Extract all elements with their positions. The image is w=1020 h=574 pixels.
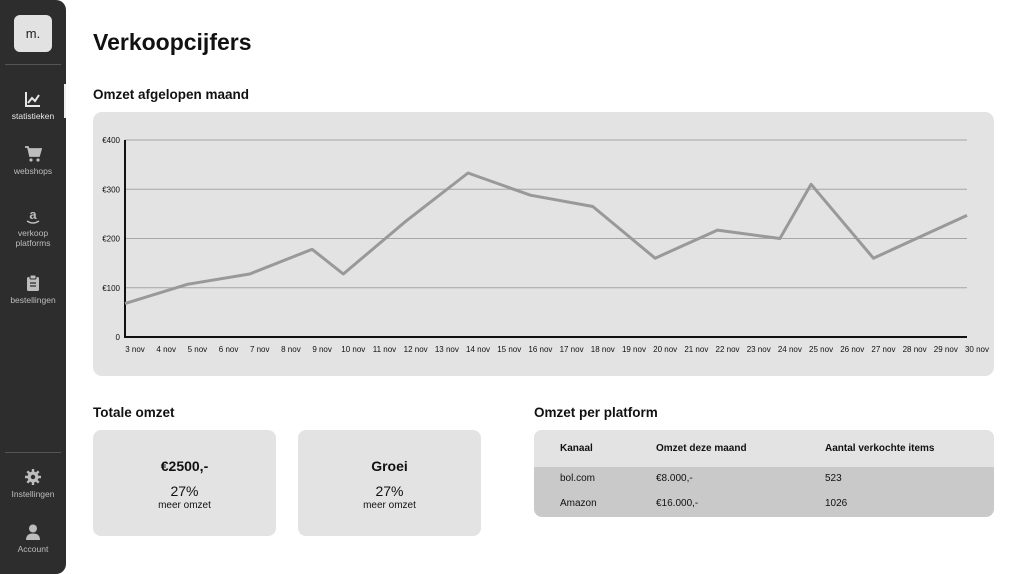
clipboard-icon (27, 274, 39, 291)
platform-table: Kanaal Omzet deze maand Aantal verkochte… (534, 430, 994, 517)
x-tick-label: 13 nov (435, 345, 459, 354)
table-header: Kanaal Omzet deze maand Aantal verkochte… (534, 430, 994, 467)
x-tick-label: 8 nov (281, 345, 301, 354)
x-tick-label: 30 nov (965, 345, 989, 354)
app-logo[interactable]: m. (14, 15, 52, 52)
cart-icon (25, 146, 42, 162)
x-tick-label: 3 nov (125, 345, 145, 354)
x-tick-label: 18 nov (591, 345, 615, 354)
sidebar-item-bestellingen[interactable]: bestellingen (0, 274, 66, 305)
stat-card-title: Groei (371, 458, 408, 474)
cell-items: 1026 (825, 498, 848, 509)
x-tick-label: 10 nov (341, 345, 365, 354)
column-header-omzet: Omzet deze maand (656, 443, 747, 454)
x-tick-label: 15 nov (497, 345, 521, 354)
x-tick-label: 19 nov (622, 345, 646, 354)
sidebar-divider (5, 64, 61, 65)
sidebar: m. statistieken webshops a verkoop platf… (0, 0, 66, 574)
x-tick-label: 5 nov (188, 345, 208, 354)
cell-items: 523 (825, 473, 842, 484)
sidebar-item-account[interactable]: Account (0, 523, 66, 554)
y-tick-label: €200 (102, 235, 120, 244)
active-indicator (64, 84, 66, 118)
platform-section-title: Omzet per platform (534, 405, 658, 420)
x-tick-label: 27 nov (871, 345, 895, 354)
user-icon (26, 524, 40, 540)
y-tick-label: 0 (116, 333, 121, 342)
gear-icon (25, 469, 41, 485)
sidebar-item-statistieken[interactable]: statistieken (0, 90, 66, 121)
x-tick-label: 29 nov (934, 345, 958, 354)
cell-omzet: €16.000,- (656, 498, 699, 509)
sidebar-item-label: Account (17, 544, 49, 554)
totals-section-title: Totale omzet (93, 405, 175, 420)
total-revenue-card: €2500,- 27% meer omzet (93, 430, 276, 536)
x-tick-label: 25 nov (809, 345, 833, 354)
x-tick-label: 17 nov (560, 345, 584, 354)
x-tick-label: 21 nov (684, 345, 708, 354)
x-tick-label: 11 nov (373, 345, 396, 354)
chart-section-title: Omzet afgelopen maand (93, 87, 250, 102)
y-tick-label: €100 (102, 284, 120, 293)
x-tick-label: 26 nov (840, 345, 864, 354)
sidebar-item-webshops[interactable]: webshops (0, 145, 66, 176)
x-tick-label: 20 nov (653, 345, 677, 354)
sidebar-item-verkoop-platforms[interactable]: a verkoop platforms (0, 207, 66, 248)
x-tick-label: 28 nov (903, 345, 927, 354)
revenue-chart-card: 0 €100 €200 €300 €400 3 nov 4 nov 5 nov 6 nov 7 n… (93, 112, 994, 376)
x-tick-label: 12 nov (404, 345, 428, 354)
sidebar-divider (5, 452, 61, 453)
cell-kanaal: bol.com (560, 473, 596, 484)
svg-text:a: a (29, 207, 37, 222)
stat-card-percentage: 27% (375, 483, 404, 499)
stat-card-title: €2500,- (160, 458, 209, 474)
chart-icon (25, 92, 40, 107)
x-tick-label: 14 nov (466, 345, 490, 354)
x-tick-label: 16 nov (528, 345, 552, 354)
sidebar-item-instellingen[interactable]: Instellingen (0, 468, 66, 499)
sidebar-item-label: bestellingen (10, 295, 56, 305)
x-tick-label: 4 nov (156, 345, 176, 354)
y-tick-label: €300 (102, 185, 120, 194)
x-tick-label: 6 nov (219, 345, 239, 354)
x-tick-label: 9 nov (312, 345, 332, 354)
stat-card-percentage: 27% (170, 483, 199, 499)
stat-card-subtitle: meer omzet (158, 500, 211, 511)
sidebar-item-label: webshops (13, 166, 53, 176)
x-tick-label: 24 nov (778, 345, 802, 354)
column-header-items: Aantal verkochte items (825, 443, 935, 454)
x-tick-label: 22 nov (716, 345, 740, 354)
sidebar-item-label: statistieken (11, 111, 55, 121)
x-tick-label: 7 nov (250, 345, 270, 354)
column-header-kanaal: Kanaal (560, 443, 593, 454)
sidebar-item-label: Instellingen (11, 489, 55, 499)
growth-card: Groei 27% meer omzet (298, 430, 481, 536)
revenue-line-chart: 0 €100 €200 €300 €400 3 nov 4 nov 5 nov 6 nov 7 n… (102, 136, 989, 354)
stat-card-subtitle: meer omzet (363, 500, 416, 511)
y-tick-label: €400 (102, 136, 120, 145)
amazon-icon: a (26, 207, 40, 224)
revenue-series-line (124, 171, 968, 305)
cell-kanaal: Amazon (560, 498, 597, 509)
page-title: Verkoopcijfers (93, 29, 252, 55)
sidebar-item-label: verkoop platforms (15, 228, 51, 248)
cell-omzet: €8.000,- (656, 473, 693, 484)
x-tick-label: 23 nov (747, 345, 771, 354)
